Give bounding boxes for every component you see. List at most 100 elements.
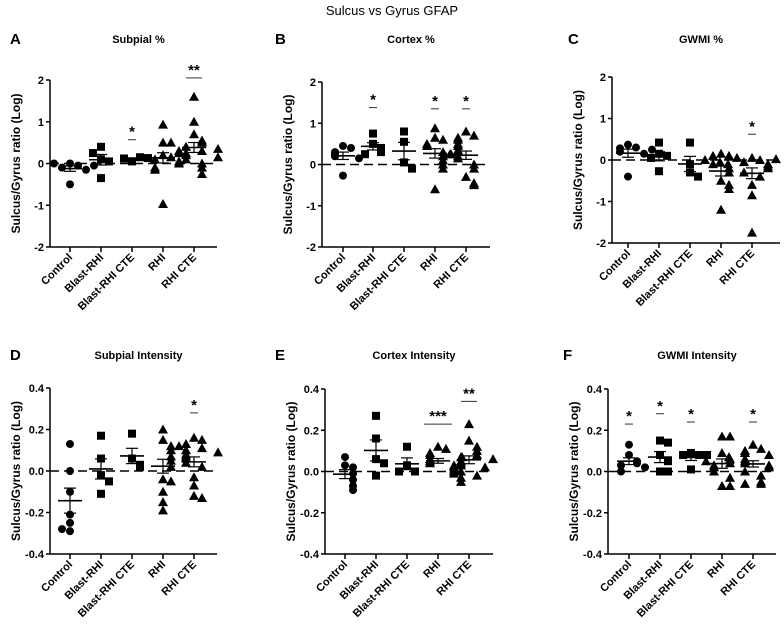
data-point-triangle [453,153,463,163]
data-point-triangle [189,116,199,126]
data-point-triangle [701,456,711,466]
panel-letter: B [275,31,286,48]
data-point-square [687,448,695,457]
data-point-square [679,451,687,459]
data-point-triangle [197,168,207,178]
data-point-triangle [150,154,160,164]
panel-title: Cortex % [387,34,435,46]
data-point-triangle [747,227,757,237]
data-point-triangle [158,434,168,444]
data-point-square [695,451,703,459]
data-point-triangle [717,480,727,490]
data-point-triangle [464,435,474,445]
data-point-circle [347,144,355,152]
data-point-square [372,411,380,420]
data-point-circle [74,161,82,170]
significance-stars: * [432,93,438,110]
y-tick-label: -0.4 [583,549,603,561]
data-point-triangle [747,152,757,162]
data-point-square [694,172,702,181]
significance-stars: * [749,118,755,135]
x-tick-label: Blast-RHI CTE [76,559,137,620]
data-point-triangle [150,164,160,174]
y-tick-label: 1 [600,114,606,126]
data-point-square [372,434,380,443]
data-point-triangle [158,424,168,434]
data-point-triangle [764,450,774,459]
data-point-triangle [717,447,727,457]
y-tick-label: 0.2 [29,425,44,437]
x-tick-label: Blast-RHI CTE [634,248,695,309]
data-point-square [97,431,105,440]
data-point-triangle [709,466,719,476]
data-point-triangle [700,155,710,164]
data-point-circle [50,159,58,168]
data-point-square [655,138,663,147]
y-tick-label: 0 [600,155,606,167]
data-point-circle [624,172,632,181]
data-point-triangle [433,441,443,451]
significance-stars: * [750,406,756,423]
data-point-square [377,144,385,152]
data-point-square [380,459,388,468]
data-point-triangle [425,458,435,468]
data-point-triangle [740,458,750,468]
y-axis-label: Sulcus/Gyrus ratio (Log) [281,94,295,234]
data-point-square [655,167,663,176]
data-point-triangle [469,163,479,173]
data-point-triangle [725,458,735,468]
data-point-triangle [189,472,199,482]
y-tick-label: 2 [600,72,606,84]
y-tick-label: 1 [310,118,316,130]
data-point-triangle [740,447,750,457]
data-point-square [136,153,144,162]
data-point-triangle [715,157,725,167]
data-point-triangle [725,480,735,490]
x-tick-label: RHI [418,252,440,274]
y-tick-label: 2 [310,77,316,89]
data-point-triangle [725,472,735,482]
data-point-circle [66,440,74,449]
panel-b: B Cortex % Sulcus/Gyrus ratio (Log) 2 1 0 -1 -2… [275,31,490,313]
data-point-square [377,148,385,157]
data-point-circle [349,475,357,484]
data-point-triangle [181,154,191,164]
data-point-triangle [158,198,168,208]
panel-letter: D [10,347,21,364]
x-tick-label: Blast-RHI CTE [351,559,412,620]
data-point-circle [641,463,649,472]
significance-stars: *** [429,408,447,425]
y-tick-label: -1 [596,197,606,209]
data-point-triangle [189,432,199,442]
y-axis-label: Sulcus/Gyrus ratio (Log) [571,90,585,230]
data-point-triangle [213,143,223,153]
y-tick-label: -2 [596,238,606,250]
data-point-square [687,465,695,474]
data-point-triangle [764,462,774,472]
y-tick-label: 2 [38,75,44,87]
data-point-triangle [748,439,758,449]
y-axis-label: Sulcus/Gyrus ratio (Log) [284,401,298,541]
data-point-triangle [197,434,207,444]
data-point-triangle [747,190,757,200]
data-point-triangle [456,460,466,470]
y-tick-label: 0.2 [587,425,602,437]
data-point-square [128,157,136,166]
data-point-triangle [756,470,766,480]
data-point-circle [58,525,66,534]
data-point-square [656,436,664,445]
data-point-square [411,467,419,476]
data-point-triangle [480,462,490,472]
data-point-circle [648,145,656,154]
data-point-triangle [708,150,718,160]
data-point-circle [624,140,632,149]
data-point-square [403,442,411,451]
data-point-circle [341,453,349,462]
panel-f: F GWMI Intensity Sulcus/Gyrus ratio (Log) 0… [563,347,776,620]
panel-title: GWMI Intensity [657,350,737,362]
data-point-triangle [213,447,223,457]
y-axis-label: Sulcus/Gyrus ratio (Log) [9,93,23,233]
data-point-circle [66,180,74,189]
data-point-circle [617,461,625,470]
data-point-triangle [422,140,432,150]
